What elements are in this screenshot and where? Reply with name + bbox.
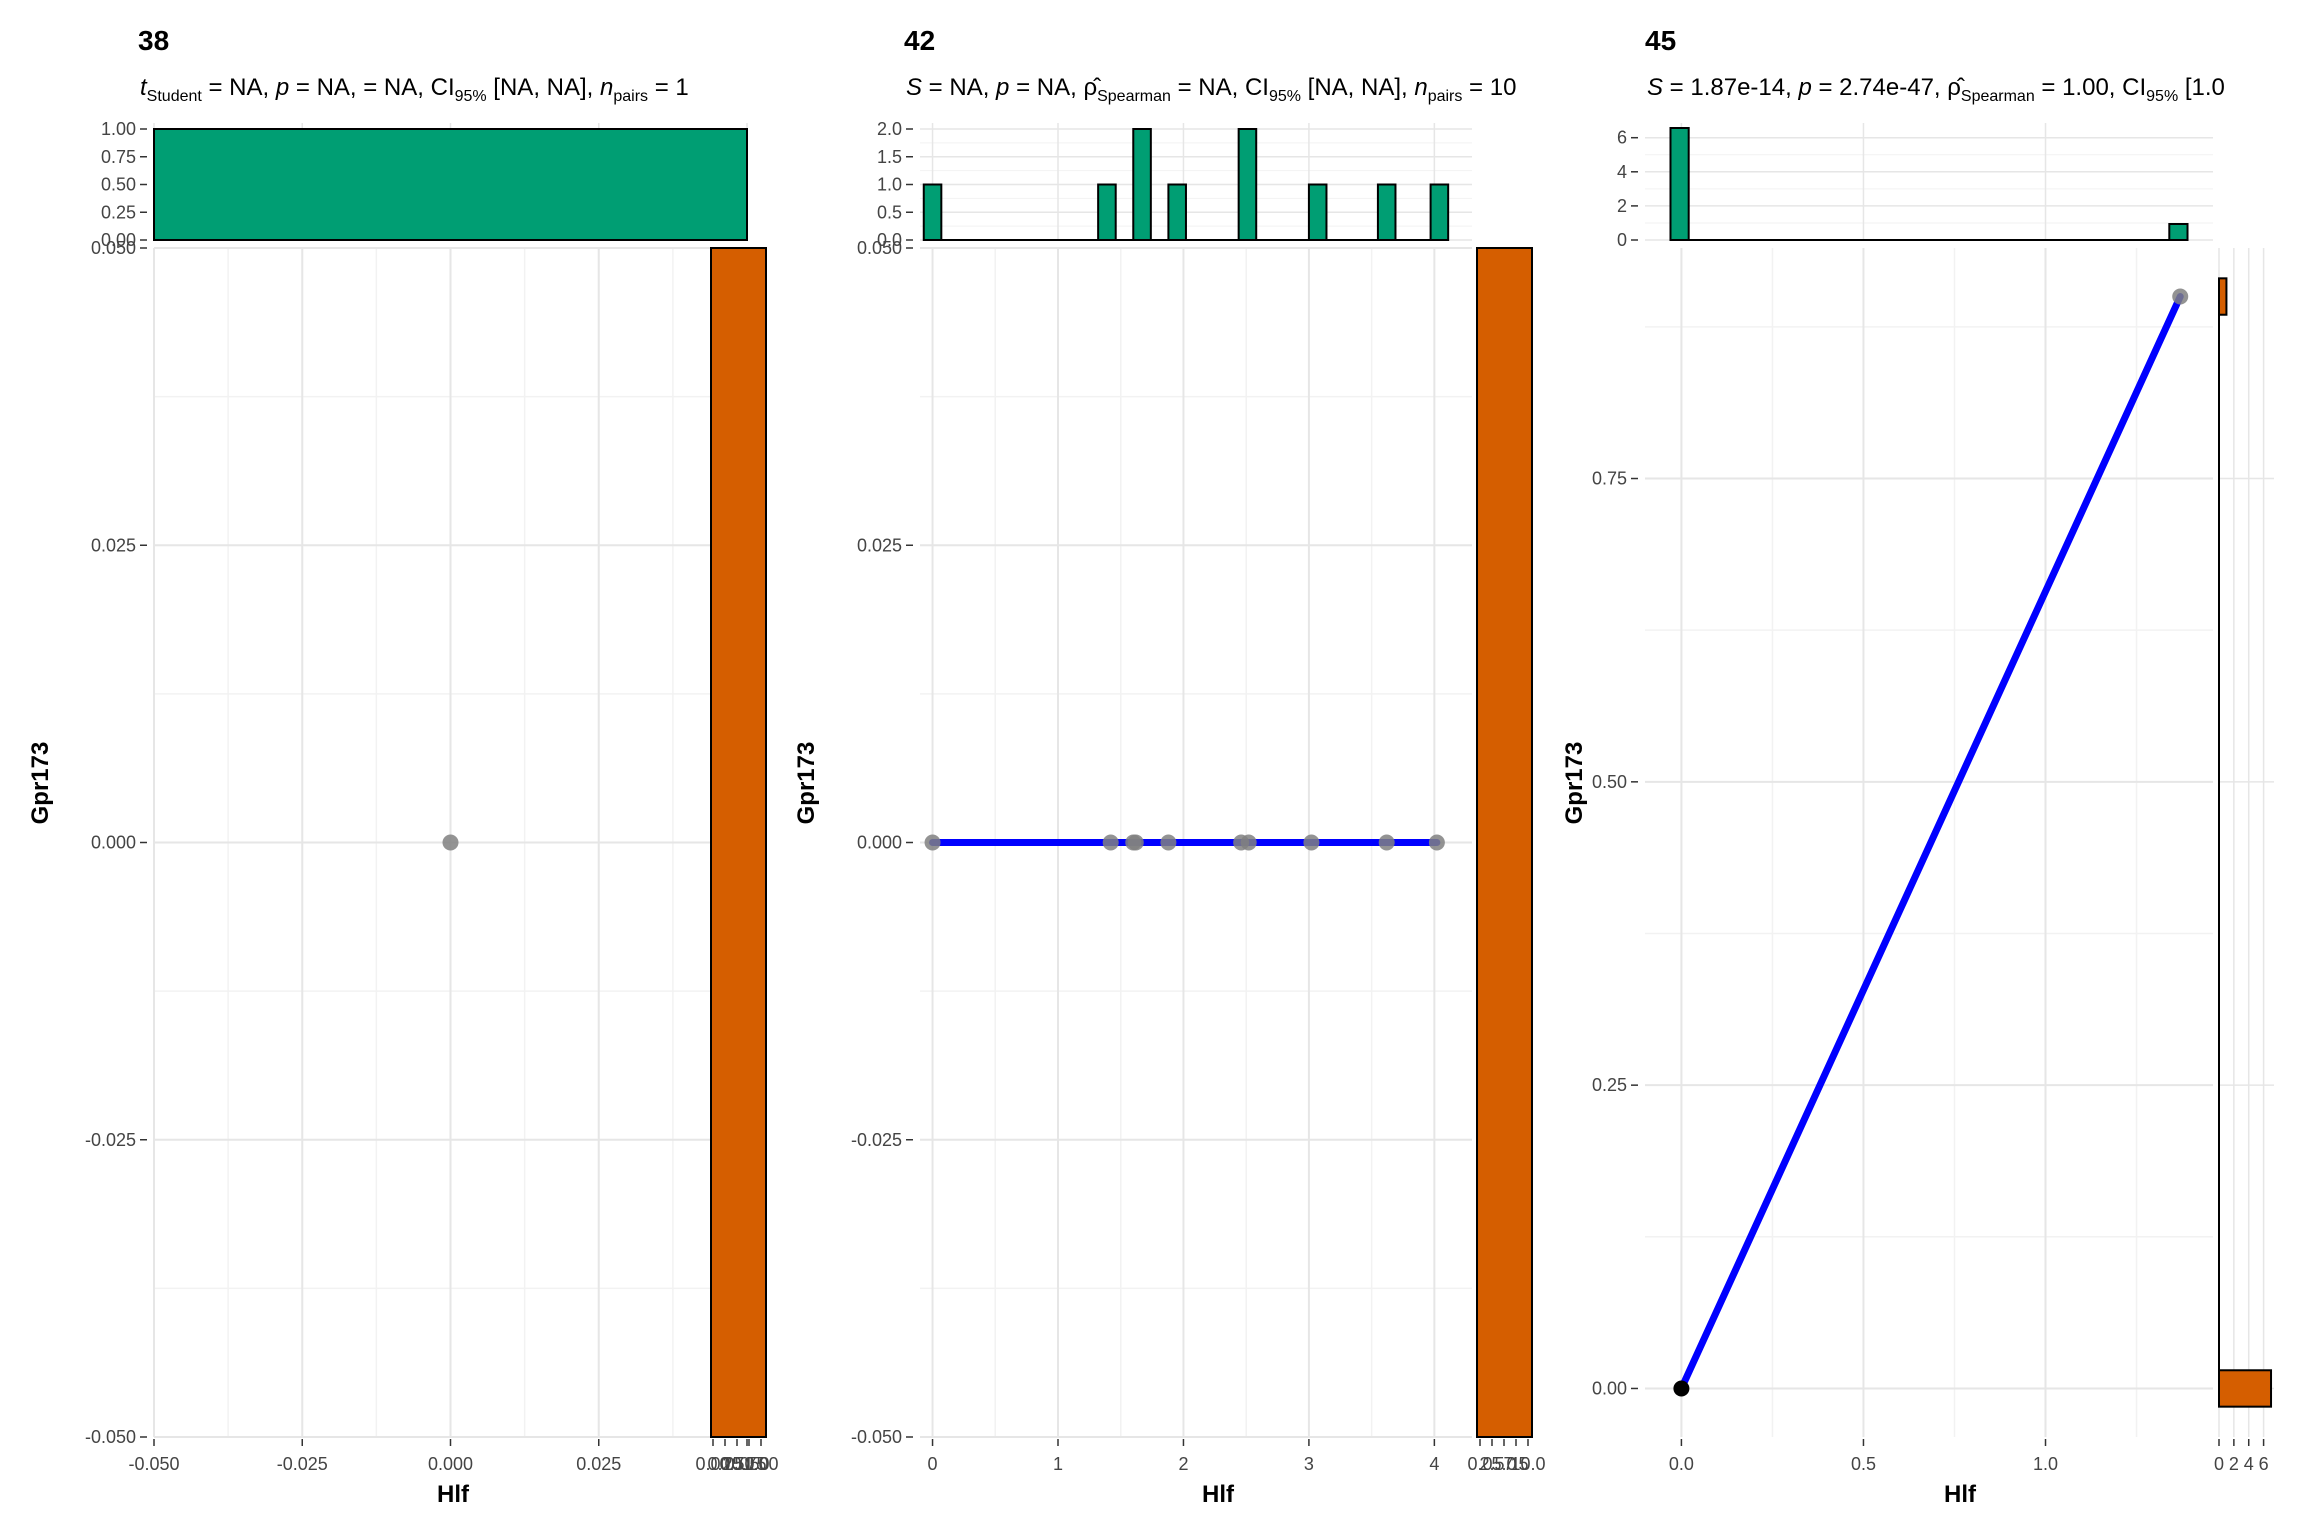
x-tick-label: 1.0 (2033, 1454, 2058, 1474)
y-tick-label: 0 (1617, 230, 1627, 250)
right-histogram-bar (1476, 247, 1533, 1438)
y-tick-label: 1.00 (101, 119, 136, 139)
x-tick-label: 0.050 (724, 1454, 769, 1474)
x-tick-label: 0.000 (428, 1454, 473, 1474)
y-tick-label: 0.50 (1592, 772, 1627, 792)
y-tick-label: 1.5 (877, 147, 902, 167)
right-histogram-bar (2218, 1369, 2273, 1408)
x-tick-label: 0.5 (1851, 1454, 1876, 1474)
y-tick-label: 0.0 (877, 230, 902, 250)
x-tick-label: 6 (2259, 1454, 2269, 1474)
y-tick-label: 0.25 (101, 202, 136, 222)
y-tick-label: -0.025 (85, 1130, 136, 1150)
x-tick-label: 4 (2244, 1454, 2254, 1474)
x-axis-label: Hlf (437, 1481, 470, 1508)
y-tick-label: 0.00 (1592, 1378, 1627, 1398)
y-axis-label: Gpr173 (793, 742, 820, 825)
y-tick-label: 0.25 (1592, 1075, 1627, 1095)
y-tick-label: 0.025 (91, 535, 136, 555)
data-point (1428, 834, 1445, 851)
x-tick-label: 0.00 (695, 1454, 730, 1474)
top-histogram-bar (1237, 128, 1258, 241)
x-tick-label: 0 (2214, 1454, 2224, 1474)
x-tick-label: 2 (1178, 1454, 1188, 1474)
x-tick-label: 0.0 (1669, 1454, 1694, 1474)
x-tick-label: 0.50 (719, 1454, 754, 1474)
top-histogram-bar (2168, 223, 2189, 241)
top-histogram-bar (922, 183, 943, 241)
panel-title: 42 (904, 25, 935, 56)
y-tick-label: 2.0 (877, 119, 902, 139)
data-point (1378, 834, 1395, 851)
y-tick-label: 0.025 (857, 535, 902, 555)
x-tick-label: 0.75 (731, 1454, 766, 1474)
x-tick-label: 0.25 (707, 1454, 742, 1474)
top-histogram-bar (153, 128, 748, 241)
right-histogram-bar (710, 247, 767, 1438)
top-histogram-bar (1097, 183, 1117, 241)
y-tick-label: 0.5 (877, 202, 902, 222)
y-axis-label: Gpr173 (1561, 742, 1588, 825)
data-point (1127, 834, 1144, 851)
x-tick-label: 0.025 (576, 1454, 621, 1474)
y-tick-label: 0.00 (101, 230, 136, 250)
x-tick-label: 2 (2229, 1454, 2239, 1474)
right-histogram-bar (2218, 277, 2228, 316)
x-tick-label: -0.050 (128, 1454, 179, 1474)
y-tick-label: 6 (1617, 128, 1627, 148)
x-axis-label: Hlf (1944, 1481, 1977, 1508)
panel-42: 42 S = NA, p = NA, ρ̂Spearman = NA, CI95… (793, 25, 1546, 1508)
x-tick-label: 0 (928, 1454, 938, 1474)
top-histogram-bar (1376, 183, 1397, 241)
panel-38: 38 tStudent = NA, p = NA, = NA, CI95% [N… (27, 25, 779, 1508)
x-tick-label: -0.025 (277, 1454, 328, 1474)
y-axis-label: Gpr173 (27, 742, 54, 825)
top-histogram-bar (1307, 183, 1328, 241)
data-point (1160, 834, 1177, 851)
x-tick-label: 3 (1304, 1454, 1314, 1474)
panel-title: 45 (1645, 25, 1676, 56)
x-tick-label: 1.00 (743, 1454, 778, 1474)
data-point (2172, 288, 2189, 305)
data-point (1303, 834, 1320, 851)
top-histogram-bar (1429, 183, 1450, 241)
top-histogram-bar (1669, 127, 1690, 241)
x-tick-label: 2.5 (1479, 1454, 1504, 1474)
data-point (924, 834, 941, 851)
top-histogram-bar (1132, 128, 1152, 241)
panel-subtitle: S = NA, p = NA, ρ̂Spearman = NA, CI95% [… (906, 74, 1516, 105)
data-point (1102, 834, 1119, 851)
y-tick-label: 1.0 (877, 175, 902, 195)
panel-subtitle: S = 1.87e-14, p = 2.74e-47, ρ̂Spearman =… (1647, 74, 2225, 105)
x-tick-label: 5.0 (1491, 1454, 1516, 1474)
panel-subtitle: tStudent = NA, p = NA, = NA, CI95% [NA, … (140, 74, 689, 105)
y-tick-label: -0.050 (851, 1427, 902, 1447)
panel-45: 45 S = 1.87e-14, p = 2.74e-47, ρ̂Spearma… (1561, 25, 2274, 1508)
x-tick-label: 7.5 (1503, 1454, 1528, 1474)
panel-title: 38 (138, 25, 169, 56)
y-tick-label: 0.75 (1592, 469, 1627, 489)
y-tick-label: 0.000 (91, 833, 136, 853)
x-tick-label: 0.0 (1467, 1454, 1492, 1474)
y-tick-label: 0.050 (91, 238, 136, 258)
data-point (1240, 834, 1257, 851)
x-tick-label: 1 (1053, 1454, 1063, 1474)
x-tick-label: 10.0 (1510, 1454, 1545, 1474)
y-tick-label: 0.75 (101, 147, 136, 167)
top-histogram-bar (1167, 183, 1187, 241)
y-tick-label: 4 (1617, 162, 1627, 182)
y-tick-label: 2 (1617, 196, 1627, 216)
data-point (442, 834, 459, 851)
y-tick-label: 0.050 (857, 238, 902, 258)
y-tick-label: 0.000 (857, 833, 902, 853)
x-tick-label: 4 (1429, 1454, 1439, 1474)
y-tick-label: -0.025 (851, 1130, 902, 1150)
y-tick-label: 0.50 (101, 175, 136, 195)
regression-line (1677, 293, 2184, 1392)
x-axis-label: Hlf (1202, 1481, 1235, 1508)
y-tick-label: -0.050 (85, 1427, 136, 1447)
data-point (1673, 1380, 1690, 1397)
